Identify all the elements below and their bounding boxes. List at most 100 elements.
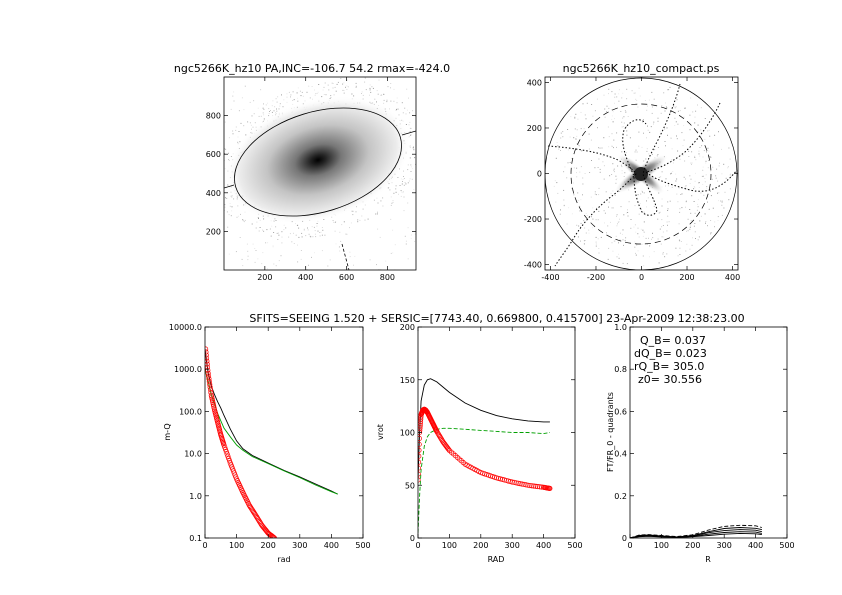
noise-pixel bbox=[626, 134, 628, 136]
noise-pixel bbox=[286, 101, 288, 103]
noise-pixel bbox=[403, 196, 405, 198]
noise-pixel bbox=[355, 86, 357, 88]
noise-pixel bbox=[380, 200, 382, 202]
noise-pixel bbox=[660, 243, 662, 245]
data-point-marker bbox=[206, 373, 212, 379]
noise-pixel bbox=[710, 220, 712, 221]
noise-pixel bbox=[666, 107, 668, 109]
noise-pixel bbox=[658, 176, 660, 178]
noise-pixel bbox=[267, 102, 268, 104]
noise-pixel bbox=[567, 162, 569, 164]
noise-pixel bbox=[636, 244, 638, 246]
noise-pixel bbox=[402, 191, 404, 193]
noise-pixel bbox=[603, 178, 605, 180]
noise-pixel bbox=[557, 145, 559, 147]
noise-pixel bbox=[576, 224, 578, 226]
noise-pixel bbox=[317, 91, 319, 93]
noise-pixel bbox=[257, 107, 259, 109]
noise-pixel bbox=[640, 208, 642, 210]
noise-pixel bbox=[625, 237, 627, 239]
noise-pixel bbox=[364, 219, 366, 221]
noise-pixel bbox=[682, 145, 684, 147]
noise-pixel bbox=[643, 265, 645, 267]
noise-pixel bbox=[635, 254, 637, 256]
noise-pixel bbox=[599, 168, 601, 170]
noise-pixel bbox=[649, 131, 651, 133]
noise-pixel bbox=[381, 94, 383, 96]
noise-pixel bbox=[241, 258, 243, 260]
noise-pixel bbox=[607, 258, 609, 260]
noise-pixel bbox=[349, 227, 350, 229]
noise-pixel bbox=[712, 207, 714, 209]
noise-pixel bbox=[685, 178, 686, 180]
x-tick-label: 800 bbox=[380, 273, 395, 282]
noise-pixel bbox=[687, 230, 689, 232]
noise-pixel bbox=[591, 227, 593, 229]
noise-pixel bbox=[283, 229, 285, 231]
noise-pixel bbox=[219, 171, 220, 172]
noise-pixel bbox=[404, 107, 406, 109]
torque-series-group bbox=[630, 524, 763, 538]
noise-pixel bbox=[261, 263, 263, 265]
noise-pixel bbox=[707, 147, 709, 149]
noise-pixel bbox=[402, 192, 404, 194]
data-point-marker bbox=[252, 511, 258, 517]
noise-pixel bbox=[664, 102, 666, 104]
noise-pixel bbox=[679, 254, 681, 255]
noise-pixel bbox=[330, 95, 332, 97]
noise-pixel bbox=[410, 237, 412, 239]
noise-pixel bbox=[277, 232, 279, 234]
noise-pixel bbox=[560, 137, 562, 139]
noise-pixel bbox=[670, 173, 672, 175]
noise-pixel bbox=[700, 107, 702, 109]
noise-pixel bbox=[267, 242, 269, 244]
noise-pixel bbox=[697, 239, 699, 241]
noise-pixel bbox=[597, 238, 599, 240]
noise-pixel bbox=[700, 129, 702, 131]
noise-pixel bbox=[653, 123, 654, 125]
noise-pixel bbox=[354, 255, 356, 257]
noise-pixel bbox=[237, 136, 239, 138]
noise-pixel bbox=[403, 170, 404, 172]
galaxy-fit-ellipse bbox=[234, 107, 402, 217]
noise-pixel bbox=[607, 126, 609, 128]
noise-pixel bbox=[410, 164, 412, 166]
data-point-marker bbox=[535, 484, 541, 490]
noise-pixel bbox=[691, 163, 692, 165]
noise-pixel bbox=[558, 148, 560, 150]
noise-pixel bbox=[300, 250, 302, 251]
noise-pixel bbox=[705, 221, 707, 222]
noise-pixel bbox=[685, 250, 687, 252]
noise-pixel bbox=[615, 235, 617, 237]
noise-pixel bbox=[606, 232, 607, 234]
noise-pixel bbox=[642, 229, 644, 231]
noise-pixel bbox=[562, 136, 564, 138]
noise-pixel bbox=[577, 118, 579, 120]
noise-pixel bbox=[603, 165, 605, 167]
noise-pixel bbox=[620, 206, 622, 208]
noise-pixel bbox=[322, 89, 324, 91]
noise-pixel bbox=[624, 153, 626, 155]
noise-pixel bbox=[355, 82, 357, 84]
noise-pixel bbox=[265, 104, 267, 106]
noise-pixel bbox=[683, 116, 685, 118]
noise-pixel bbox=[370, 91, 372, 93]
noise-pixel bbox=[244, 211, 246, 213]
data-point-marker bbox=[515, 480, 521, 486]
noise-pixel bbox=[407, 169, 409, 171]
noise-pixel bbox=[717, 180, 719, 182]
noise-pixel bbox=[580, 128, 582, 130]
noise-pixel bbox=[621, 139, 622, 141]
noise-pixel bbox=[325, 94, 327, 96]
y-tick-label: 0 bbox=[410, 534, 415, 543]
y-tick-label: 100 bbox=[400, 429, 415, 438]
deprojected-image bbox=[545, 77, 738, 270]
noise-pixel bbox=[407, 258, 409, 260]
noise-pixel bbox=[414, 233, 416, 235]
noise-pixel bbox=[642, 121, 644, 123]
noise-pixel bbox=[697, 104, 698, 106]
noise-pixel bbox=[639, 95, 641, 97]
noise-pixel bbox=[691, 195, 693, 197]
noise-pixel bbox=[351, 93, 353, 95]
noise-pixel bbox=[689, 129, 691, 131]
